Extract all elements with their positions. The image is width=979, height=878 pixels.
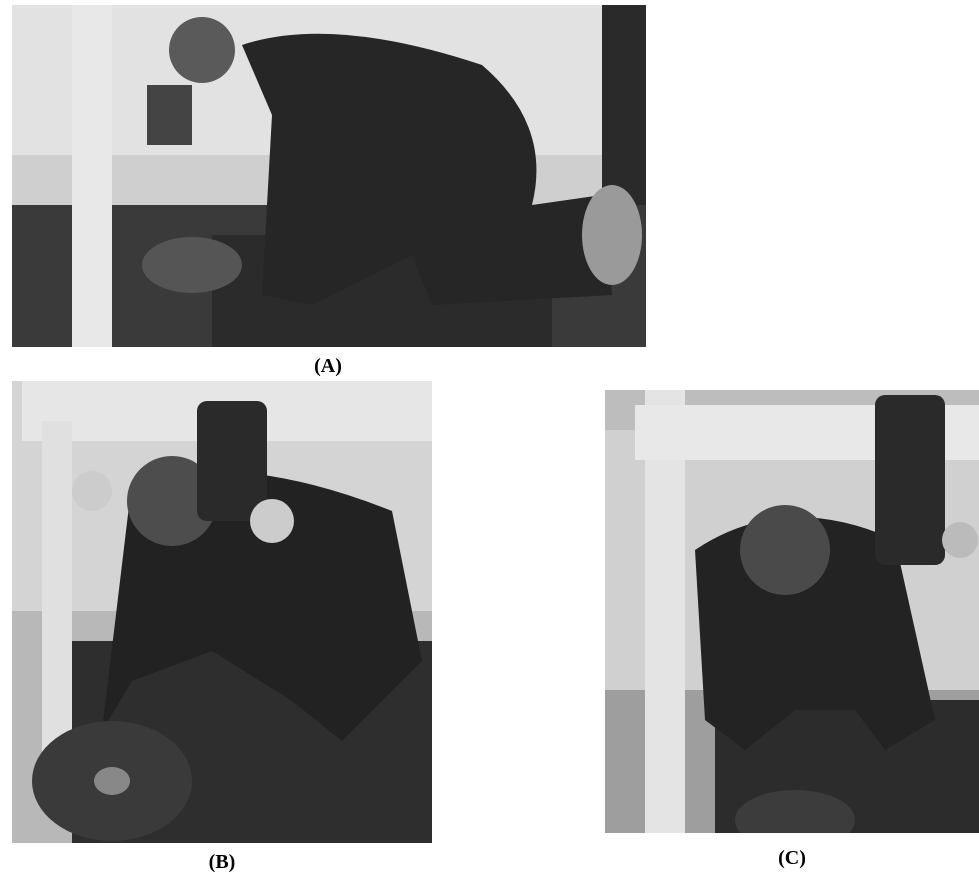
panel-label: (B) (208, 851, 236, 873)
photo-b (12, 381, 432, 843)
photo-a (12, 5, 646, 347)
photo-c (605, 390, 979, 833)
panel-label: (C) (778, 847, 806, 869)
panel-label: (A) (314, 355, 342, 377)
